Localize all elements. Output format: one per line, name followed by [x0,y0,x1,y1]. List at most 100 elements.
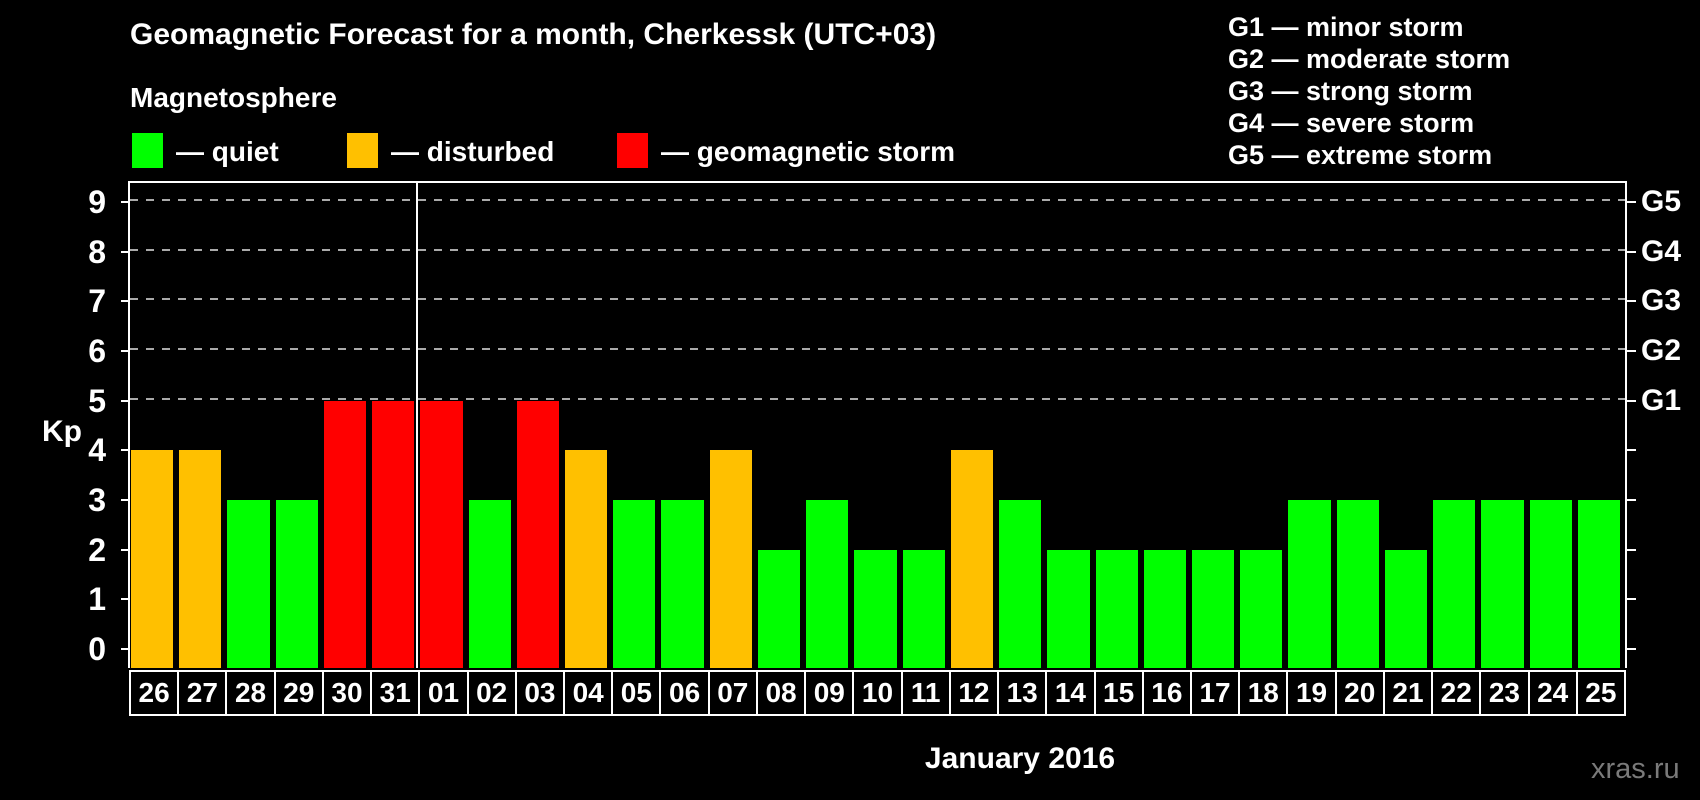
kp-bar-day-24 [1529,500,1572,668]
y-tick-label-1: 1 [88,581,106,618]
g-level-label-g1: G1 [1641,383,1682,417]
day-label-14: 14 [1045,670,1096,716]
y-tick-9 [121,201,130,203]
kp-bar-day-15 [1095,549,1138,668]
g-legend-line: G4 — severe storm [1228,108,1475,138]
g-legend-line: G1 — minor storm [1228,12,1464,42]
gridline-kp8 [130,248,1625,251]
kp-bar-day-06 [661,500,704,668]
g-level-label-g4: G4 [1641,234,1682,268]
kp-bar-day-20 [1336,500,1379,668]
day-label-13: 13 [997,670,1048,716]
day-label-27: 27 [177,670,228,716]
y-tick-label-3: 3 [88,482,106,518]
kp-bar-day-30 [323,400,367,668]
gridline-kp9 [130,199,1625,201]
kp-bar-day-22 [1433,500,1476,668]
g-legend-line: G3 — strong storm [1228,76,1473,106]
day-label-07: 07 [707,670,758,716]
y-tick-label-9: 9 [88,184,106,220]
kp-bar-day-25 [1577,500,1620,668]
day-label-18: 18 [1238,670,1289,716]
day-label-05: 05 [611,670,662,716]
y-tick-5 [121,399,130,402]
right-tick-4 [1625,449,1636,452]
right-tick-2 [1625,548,1636,551]
day-label-11: 11 [900,670,951,716]
kp-bar-day-08 [757,549,801,668]
day-label-16: 16 [1141,670,1192,716]
day-label-02: 02 [466,670,517,716]
day-label-29: 29 [273,670,324,716]
kp-bar-day-14 [1047,549,1090,668]
y-axis-title: Kp [42,415,82,448]
kp-bar-day-16 [1143,549,1186,668]
quiet-legend-swatch [132,133,163,168]
day-label-23: 23 [1479,670,1530,716]
kp-bar-day-02 [468,500,511,668]
right-tick-6 [1625,350,1636,352]
kp-bar-day-19 [1288,500,1331,668]
y-tick-label-5: 5 [88,382,106,419]
day-label-24: 24 [1527,670,1578,716]
kp-bar-day-17 [1191,549,1235,668]
storm-legend-swatch [617,133,648,168]
kp-bar-day-07 [709,450,752,668]
g-legend-line: G2 — moderate storm [1228,44,1511,74]
right-tick-7 [1625,300,1636,303]
g-level-label-g5: G5 [1641,185,1682,218]
y-tick-7 [121,300,130,303]
day-label-31: 31 [370,670,421,716]
plot-area [128,181,1627,668]
kp-bar-day-29 [275,500,318,668]
disturbed-legend-label: — disturbed [391,136,555,167]
y-tick-6 [121,350,130,352]
y-tick-label-0: 0 [88,631,106,667]
day-label-25: 25 [1575,670,1626,716]
kp-bar-day-03 [516,400,560,668]
day-label-15: 15 [1093,670,1144,716]
day-label-12: 12 [948,670,1000,716]
x-axis-title: January 2016 [924,742,1116,775]
kp-bar-day-01 [420,400,463,668]
month-separator-line [416,183,419,668]
y-tick-0 [121,648,130,650]
kp-bar-day-28 [227,500,270,668]
right-tick-0 [1625,648,1636,650]
kp-bar-day-04 [565,450,608,668]
day-label-09: 09 [804,670,855,716]
kp-bar-day-12 [950,450,994,668]
day-label-17: 17 [1189,670,1241,716]
g-legend-line: G5 — extreme storm [1228,140,1493,170]
kp-bar-day-10 [854,549,897,668]
y-tick-label-2: 2 [88,531,106,568]
kp-bar-day-21 [1384,549,1428,668]
storm-legend-label: — geomagnetic storm [661,136,956,167]
right-tick-1 [1625,598,1636,601]
kp-bar-day-27 [179,450,222,668]
day-label-01: 01 [418,670,469,716]
g-level-label-g2: G2 [1641,334,1682,367]
y-tick-2 [121,548,130,551]
gridline-kp6 [130,348,1625,350]
day-label-30: 30 [321,670,373,716]
quiet-legend-label: — quiet [176,136,279,167]
day-label-04: 04 [563,670,614,716]
kp-bar-day-26 [131,450,174,668]
kp-bar-day-23 [1481,500,1524,668]
y-tick-4 [121,449,130,452]
kp-bar-day-18 [1240,549,1283,668]
y-tick-label-7: 7 [88,283,106,320]
g-level-label-g3: G3 [1641,284,1682,318]
magnetosphere-subtitle: Magnetosphere [130,82,337,113]
y-tick-8 [121,250,130,253]
right-tick-5 [1625,399,1636,402]
g-scale-legend: G1 — minor storm G2 — moderate storm G3 — … [1228,11,1510,171]
y-tick-label-4: 4 [88,432,106,469]
y-tick-label-8: 8 [88,233,106,270]
day-label-20: 20 [1334,670,1385,716]
page-title: Geomagnetic Forecast for a month, Cherke… [130,18,937,51]
day-label-22: 22 [1431,670,1482,716]
day-label-21: 21 [1382,670,1434,716]
